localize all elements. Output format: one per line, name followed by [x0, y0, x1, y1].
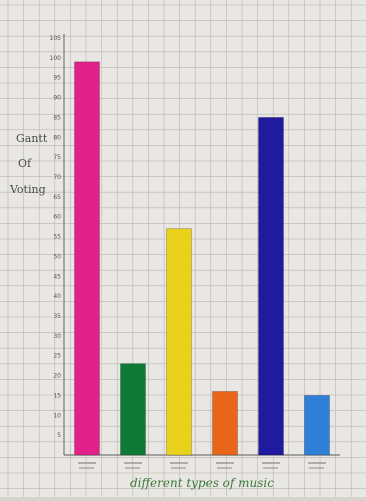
y-tick-label: 35 — [53, 313, 61, 320]
y-tick-label: 15 — [53, 392, 61, 399]
y-tick-label: 50 — [53, 253, 61, 260]
y-tick-label: 75 — [53, 154, 61, 161]
y-tick-label: 20 — [53, 373, 61, 380]
y-tick-label: 95 — [53, 75, 61, 82]
y-tick-label: 55 — [53, 234, 61, 241]
y-axis-label-line-2: Of — [18, 157, 32, 170]
axes — [63, 34, 340, 456]
y-tick-label: 30 — [53, 333, 61, 340]
y-tick-label: 85 — [53, 114, 61, 121]
y-tick-label: 40 — [53, 293, 61, 300]
y-tick-label: 80 — [53, 134, 61, 141]
y-tick-label: 100 — [50, 55, 62, 62]
y-axis-label-line-3: Voting — [9, 183, 46, 196]
category-labels — [78, 462, 326, 469]
x-axis-label: different types of music — [130, 476, 274, 490]
bar — [74, 61, 100, 456]
bars — [74, 61, 330, 456]
y-tick-label: 60 — [53, 214, 61, 221]
y-tick-label: 70 — [53, 174, 61, 181]
y-tick-label: 45 — [53, 273, 61, 280]
y-tick-label: 5 — [57, 432, 61, 439]
y-tick-labels: 5 10 15 20 25 30 35 40 45 50 55 60 65 70 75 80 85 90 95 100… — [50, 35, 62, 439]
bar — [304, 395, 330, 456]
y-axis-label-line-1: Gantt — [16, 132, 48, 145]
y-tick-label: 105 — [50, 35, 62, 42]
bar — [212, 391, 238, 456]
bar — [258, 117, 284, 456]
y-tick-label: 25 — [53, 353, 61, 360]
y-tick-label: 90 — [53, 95, 61, 102]
bar — [120, 363, 146, 456]
y-tick-label: 65 — [53, 194, 61, 201]
bar — [166, 228, 192, 456]
y-tick-label: 10 — [53, 412, 61, 419]
